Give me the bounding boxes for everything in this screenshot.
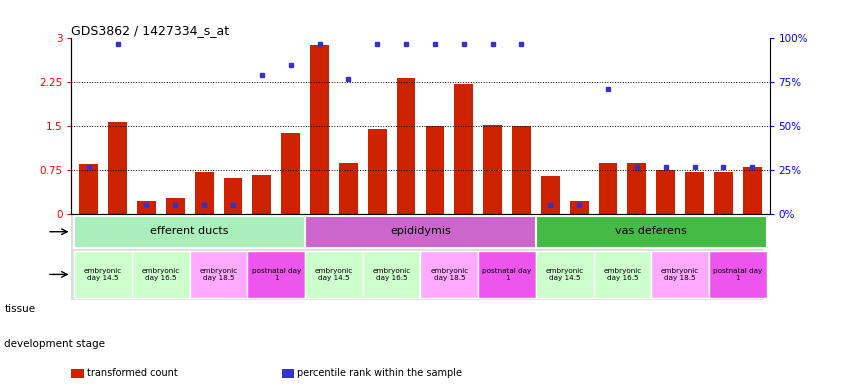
Bar bbox=[656, 170, 675, 214]
Bar bbox=[108, 122, 127, 214]
Text: postnatal day
1: postnatal day 1 bbox=[713, 268, 763, 281]
Bar bbox=[397, 78, 415, 214]
Bar bbox=[541, 176, 559, 214]
Bar bbox=[368, 129, 387, 214]
Bar bbox=[190, 251, 247, 298]
Bar bbox=[362, 251, 420, 298]
Text: development stage: development stage bbox=[4, 339, 105, 349]
Text: tissue: tissue bbox=[4, 304, 35, 314]
Bar bbox=[305, 216, 536, 248]
Text: percentile rank within the sample: percentile rank within the sample bbox=[297, 368, 462, 378]
Text: vas deferens: vas deferens bbox=[616, 226, 687, 236]
Bar bbox=[74, 251, 132, 298]
Bar bbox=[166, 198, 185, 214]
Bar bbox=[282, 133, 300, 214]
Bar bbox=[224, 178, 242, 214]
Bar bbox=[247, 251, 305, 298]
Bar bbox=[479, 251, 536, 298]
Text: transformed count: transformed count bbox=[87, 368, 177, 378]
Bar bbox=[536, 251, 594, 298]
Text: efferent ducts: efferent ducts bbox=[151, 226, 229, 236]
Bar bbox=[454, 84, 473, 214]
Bar bbox=[339, 162, 357, 214]
Bar bbox=[305, 251, 362, 298]
Bar bbox=[709, 251, 767, 298]
Text: postnatal day
1: postnatal day 1 bbox=[251, 268, 301, 281]
Text: embryonic
day 14.5: embryonic day 14.5 bbox=[315, 268, 353, 281]
Bar bbox=[743, 167, 762, 214]
Bar bbox=[252, 175, 272, 214]
Bar bbox=[685, 172, 704, 214]
Bar bbox=[536, 216, 767, 248]
Bar bbox=[195, 172, 214, 214]
Text: embryonic
day 16.5: embryonic day 16.5 bbox=[603, 268, 642, 281]
Text: embryonic
day 18.5: embryonic day 18.5 bbox=[431, 268, 468, 281]
Bar bbox=[627, 162, 646, 214]
Text: postnatal day
1: postnatal day 1 bbox=[483, 268, 532, 281]
Text: embryonic
day 16.5: embryonic day 16.5 bbox=[373, 268, 410, 281]
Bar bbox=[569, 201, 589, 214]
Text: GDS3862 / 1427334_s_at: GDS3862 / 1427334_s_at bbox=[71, 24, 230, 37]
Bar bbox=[137, 201, 156, 214]
Bar bbox=[420, 251, 479, 298]
Bar bbox=[599, 162, 617, 214]
Bar bbox=[651, 251, 709, 298]
Bar bbox=[426, 126, 444, 214]
Text: embryonic
day 18.5: embryonic day 18.5 bbox=[199, 268, 238, 281]
Bar bbox=[594, 251, 651, 298]
Bar bbox=[512, 126, 531, 214]
Bar bbox=[132, 251, 190, 298]
Text: embryonic
day 14.5: embryonic day 14.5 bbox=[84, 268, 122, 281]
Bar bbox=[484, 125, 502, 214]
Text: embryonic
day 14.5: embryonic day 14.5 bbox=[546, 268, 584, 281]
Bar bbox=[714, 172, 733, 214]
Text: epididymis: epididymis bbox=[390, 226, 451, 236]
Text: embryonic
day 18.5: embryonic day 18.5 bbox=[661, 268, 699, 281]
Bar bbox=[310, 45, 329, 214]
Bar bbox=[79, 164, 98, 214]
Text: embryonic
day 16.5: embryonic day 16.5 bbox=[142, 268, 180, 281]
Bar bbox=[74, 216, 305, 248]
